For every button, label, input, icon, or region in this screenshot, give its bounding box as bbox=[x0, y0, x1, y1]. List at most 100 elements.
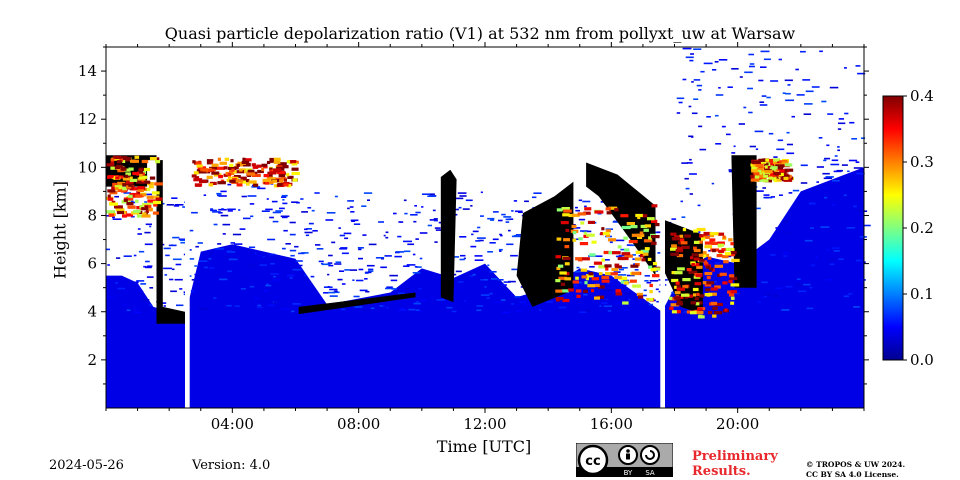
heatmap-cell bbox=[609, 281, 613, 283]
heatmap-cell bbox=[600, 201, 604, 203]
heatmap-cell bbox=[213, 223, 218, 226]
heatmap-cell bbox=[575, 206, 578, 209]
heatmap-cell bbox=[274, 309, 281, 312]
heatmap-cell bbox=[120, 166, 126, 170]
heatmap-cell bbox=[779, 194, 783, 196]
heatmap-cell bbox=[122, 214, 128, 218]
heatmap-cell bbox=[277, 162, 287, 166]
heatmap-cell bbox=[415, 309, 420, 311]
heatmap-cell bbox=[786, 152, 795, 155]
heatmap-cell bbox=[570, 287, 578, 289]
heatmap-cell bbox=[568, 213, 575, 218]
heatmap-cell bbox=[768, 179, 772, 183]
heatmap-cell bbox=[593, 261, 603, 265]
heatmap-cell bbox=[703, 260, 708, 264]
heatmap-cell bbox=[704, 241, 714, 245]
heatmap-cell bbox=[778, 172, 784, 176]
heatmap-cell bbox=[770, 166, 778, 170]
heatmap-cell bbox=[233, 170, 237, 174]
heatmap-cell bbox=[490, 278, 498, 280]
heatmap-cell bbox=[671, 278, 679, 283]
heatmap-cell bbox=[783, 255, 788, 257]
heatmap-cell bbox=[223, 166, 228, 170]
heatmap-cell bbox=[149, 304, 153, 306]
heatmap-cell bbox=[691, 253, 699, 257]
preliminary-line-1: Preliminary bbox=[692, 449, 778, 464]
heatmap-cell bbox=[613, 279, 618, 281]
heatmap-cell bbox=[123, 192, 131, 194]
heatmap-cell bbox=[463, 300, 467, 302]
heatmap-cell bbox=[511, 268, 519, 271]
heatmap-cell bbox=[578, 237, 583, 241]
y-axis: 2 4 6 8 10 12 14 bbox=[78, 46, 869, 385]
heatmap-cell bbox=[197, 242, 203, 244]
heatmap-cell bbox=[140, 283, 147, 285]
heatmap-cell bbox=[636, 292, 643, 296]
y-tick-label: 14 bbox=[78, 62, 97, 80]
heatmap-cell bbox=[621, 267, 628, 269]
heatmap-cell bbox=[145, 223, 152, 226]
heatmap-cell bbox=[114, 195, 119, 198]
heatmap-cell bbox=[714, 311, 723, 315]
heatmap-cell bbox=[128, 183, 133, 187]
heatmap-cell bbox=[401, 307, 405, 310]
heatmap-cell bbox=[806, 307, 814, 310]
heatmap-cell bbox=[831, 295, 838, 297]
heatmap-cell bbox=[139, 311, 147, 313]
heatmap-cell bbox=[772, 160, 777, 164]
heatmap-cell bbox=[682, 278, 691, 282]
heatmap-cell bbox=[722, 285, 729, 287]
heatmap-cell bbox=[246, 182, 250, 186]
heatmap-cell bbox=[749, 63, 755, 65]
heatmap-cell bbox=[728, 238, 733, 242]
heatmap-cell bbox=[632, 284, 641, 288]
heatmap-cell bbox=[429, 297, 435, 300]
heatmap-cell bbox=[755, 148, 759, 150]
heatmap-cell bbox=[459, 236, 467, 238]
heatmap-cell bbox=[137, 188, 144, 192]
heatmap-cell bbox=[764, 170, 773, 174]
heatmap-cell bbox=[783, 221, 789, 223]
heatmap-cell bbox=[690, 311, 697, 315]
heatmap-cell bbox=[843, 295, 849, 298]
heatmap-cell bbox=[239, 228, 246, 230]
heatmap-cell bbox=[505, 218, 511, 221]
heatmap-cell bbox=[349, 206, 354, 208]
heatmap-cell bbox=[497, 279, 504, 281]
heatmap-cell bbox=[338, 227, 341, 229]
heatmap-cell bbox=[786, 131, 790, 134]
heatmap-cell bbox=[575, 289, 582, 293]
heatmap-cell bbox=[706, 265, 711, 269]
heatmap-cell bbox=[279, 179, 284, 183]
heatmap-cell bbox=[329, 288, 338, 291]
heatmap-cell bbox=[436, 299, 445, 301]
heatmap-cell bbox=[674, 271, 683, 275]
heatmap-cell bbox=[122, 183, 132, 187]
heatmap-cell bbox=[809, 286, 814, 289]
heatmap-cell bbox=[226, 250, 232, 253]
heatmap-cell bbox=[825, 176, 834, 178]
heatmap-cell bbox=[728, 169, 734, 171]
heatmap-cell bbox=[655, 288, 659, 291]
heatmap-cell bbox=[221, 208, 224, 210]
heatmap-cell bbox=[734, 292, 740, 295]
heatmap-cell bbox=[375, 257, 385, 259]
heatmap-cell bbox=[123, 255, 132, 257]
heatmap-cell bbox=[291, 171, 300, 176]
heatmap-cell bbox=[123, 198, 128, 202]
heatmap-cell bbox=[308, 222, 314, 225]
heatmap-cell bbox=[760, 296, 763, 299]
heatmap-cell bbox=[691, 81, 694, 83]
heatmap-cell bbox=[698, 231, 701, 233]
heatmap-cell bbox=[689, 173, 697, 175]
heatmap-cell bbox=[133, 209, 141, 213]
heatmap-cell bbox=[132, 171, 140, 176]
heatmap-cell bbox=[691, 136, 694, 138]
heatmap-cell bbox=[563, 209, 572, 213]
heatmap-cell bbox=[269, 157, 275, 162]
heatmap-cell bbox=[656, 231, 662, 233]
heatmap-cell bbox=[759, 174, 764, 178]
heatmap-cell bbox=[697, 204, 701, 207]
heatmap-cell bbox=[714, 264, 723, 268]
heatmap-cell bbox=[680, 200, 683, 203]
